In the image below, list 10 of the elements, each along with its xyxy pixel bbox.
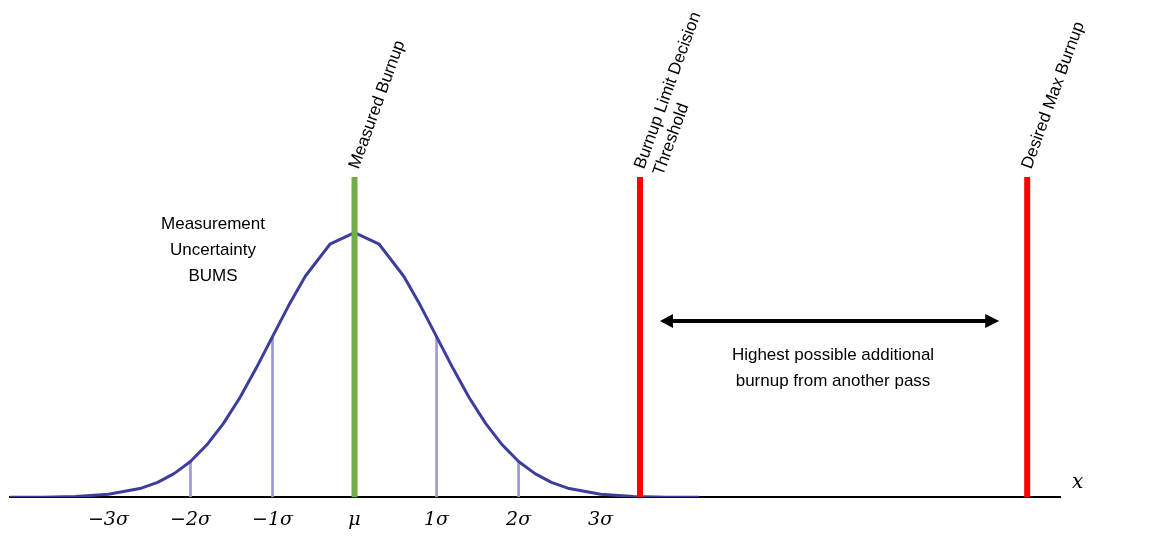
x-tick-label: 1σ — [424, 506, 451, 529]
x-tick-label: μ — [348, 506, 361, 529]
x-axis-title: x — [1072, 469, 1084, 494]
annotation: Measurement Uncertainty BUMS — [161, 213, 266, 285]
x-tick-label: 3σ — [588, 506, 615, 529]
x-tick-label: −3σ — [87, 506, 130, 529]
x-tick-label: −1σ — [252, 506, 295, 529]
x-tick-label: −2σ — [169, 506, 212, 529]
annotation: Highest possible additional burnup from another pass — [731, 344, 935, 390]
x-tick-label: 2σ — [505, 506, 533, 529]
